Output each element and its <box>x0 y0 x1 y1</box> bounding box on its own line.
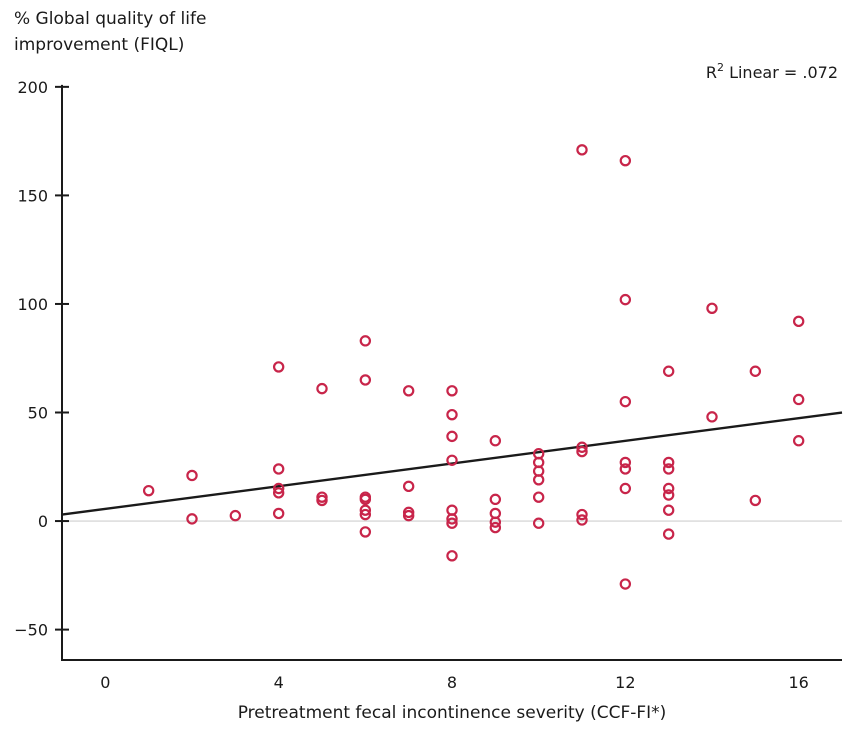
data-point <box>359 504 372 516</box>
data-point <box>576 508 588 521</box>
data-point <box>359 335 372 347</box>
data-point <box>619 456 632 469</box>
data-point <box>619 482 632 495</box>
x-axis-ticks: 0 4 8 12 16 <box>100 673 809 692</box>
r-squared-annotation: R2 Linear = .072 <box>706 61 838 82</box>
y-tick-label: 50 <box>28 404 48 423</box>
y-tick-label: 200 <box>17 78 48 97</box>
data-point <box>662 504 675 516</box>
r-squared-main: R <box>706 63 717 82</box>
data-point <box>662 463 675 475</box>
data-point <box>402 509 415 522</box>
data-point <box>662 365 675 377</box>
data-point <box>359 526 372 538</box>
linear-fit-line <box>61 411 843 516</box>
data-point <box>446 513 458 525</box>
data-point <box>792 393 805 406</box>
x-tick-label: 12 <box>615 673 635 692</box>
data-point <box>186 513 198 525</box>
data-point <box>532 517 545 529</box>
data-point <box>532 474 545 486</box>
x-tick-label: 16 <box>788 673 808 692</box>
y-axis-label-line-1: % Global quality of life <box>14 9 206 29</box>
data-point <box>489 435 502 447</box>
y-tick-label: −50 <box>14 621 48 640</box>
plot-axes <box>61 84 842 661</box>
data-point <box>792 315 805 328</box>
y-axis-label-line-2: improvement (FIQL) <box>14 35 184 55</box>
x-tick-label: 0 <box>100 673 110 692</box>
data-point <box>229 509 242 522</box>
data-point <box>619 395 632 408</box>
data-point <box>619 578 632 590</box>
data-point <box>489 516 502 528</box>
data-point <box>142 484 155 497</box>
data-point <box>272 482 285 495</box>
data-point <box>749 365 762 377</box>
data-point <box>489 521 502 534</box>
data-point <box>706 411 718 423</box>
data-point <box>576 441 588 453</box>
data-point <box>446 550 458 562</box>
data-point <box>576 144 588 156</box>
data-point <box>272 507 285 520</box>
data-points <box>142 144 805 590</box>
y-tick-label: 0 <box>38 512 48 531</box>
data-point <box>272 361 285 373</box>
data-point <box>489 493 502 506</box>
data-point <box>446 430 458 443</box>
data-point <box>662 456 675 469</box>
y-tick-label: 150 <box>17 186 48 205</box>
x-tick-label: 4 <box>274 673 284 692</box>
data-point <box>749 494 762 507</box>
data-point <box>359 508 372 521</box>
data-point <box>316 494 328 507</box>
data-point <box>706 302 718 314</box>
data-point <box>532 491 545 503</box>
data-point <box>446 517 458 529</box>
data-point <box>576 445 588 458</box>
data-point <box>662 489 675 501</box>
data-point <box>619 463 632 475</box>
data-point <box>359 493 372 506</box>
data-point <box>359 374 372 386</box>
data-point <box>662 482 675 495</box>
data-point <box>662 528 675 540</box>
data-point <box>619 154 632 167</box>
data-point <box>576 514 588 526</box>
data-point <box>446 385 458 397</box>
x-axis-label: Pretreatment fecal incontinence severity… <box>238 703 667 723</box>
data-point <box>619 293 632 306</box>
y-tick-label: 100 <box>17 295 48 314</box>
r-squared-sup: 2 <box>717 61 724 74</box>
data-point <box>402 480 415 493</box>
data-point <box>446 408 458 421</box>
data-point <box>272 463 285 475</box>
data-point <box>446 454 458 466</box>
data-point <box>316 382 328 395</box>
data-point <box>792 435 805 447</box>
y-axis-ticks: −50 0 50 100 150 200 <box>14 78 69 640</box>
data-point <box>402 385 415 397</box>
data-point <box>272 487 285 499</box>
x-tick-label: 8 <box>447 673 457 692</box>
data-point <box>186 469 198 482</box>
r-squared-rest: Linear = .072 <box>724 63 838 82</box>
